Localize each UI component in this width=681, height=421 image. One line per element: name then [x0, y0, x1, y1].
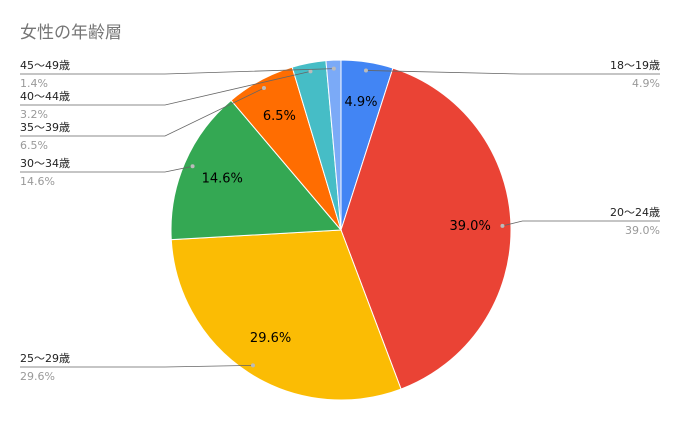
slice-label: 29.6%: [250, 331, 291, 346]
legend-label: 35〜39歳: [20, 121, 70, 134]
leader-dot: [190, 164, 195, 169]
leader-dot: [500, 223, 505, 228]
leader-dot: [250, 363, 255, 368]
legend-value: 1.4%: [20, 77, 48, 90]
legend-value: 39.0%: [625, 224, 660, 237]
legend-label: 45〜49歳: [20, 59, 70, 72]
leader-line: [20, 365, 253, 368]
leader-line: [20, 71, 311, 106]
legend-value: 29.6%: [20, 370, 55, 383]
leader-line: [502, 220, 660, 227]
slice-label: 4.9%: [344, 95, 377, 110]
leader-dot: [363, 68, 368, 73]
legend-label: 25〜29歳: [20, 352, 70, 365]
slice-label: 39.0%: [450, 219, 491, 234]
legend-value: 6.5%: [20, 139, 48, 152]
leader-dot: [331, 66, 336, 71]
legend-label: 30〜34歳: [20, 157, 70, 170]
legend-label: 40〜44歳: [20, 90, 70, 103]
leader-line: [365, 70, 660, 75]
chart-title: 女性の年齢層: [20, 23, 122, 43]
leader-line: [20, 68, 334, 75]
leader-line: [20, 165, 193, 173]
slice-label: 14.6%: [202, 172, 243, 187]
leader-line: [20, 87, 265, 137]
slice-label: 6.5%: [263, 109, 296, 124]
legend-value: 14.6%: [20, 175, 55, 188]
pie-slice: [170, 229, 402, 401]
leader-dot: [308, 69, 313, 74]
legend-label: 18〜19歳: [610, 59, 660, 72]
legend-value: 3.2%: [20, 108, 48, 121]
legend-label: 20〜24歳: [610, 206, 660, 219]
legend-value: 4.9%: [632, 77, 660, 90]
pie-slice: [325, 59, 342, 231]
pie-slice: [340, 67, 512, 390]
leader-dot: [261, 86, 266, 91]
